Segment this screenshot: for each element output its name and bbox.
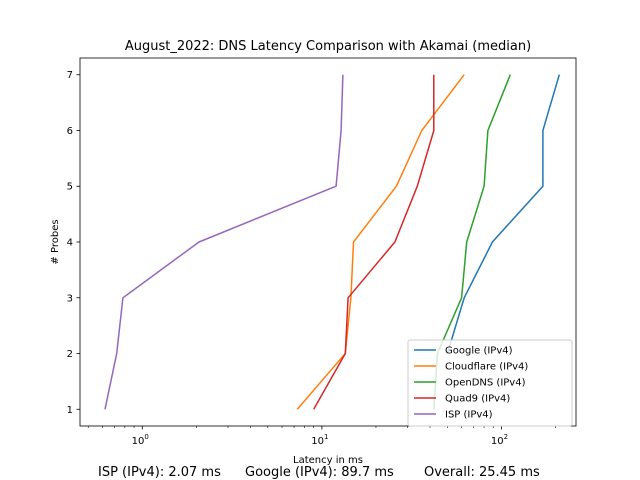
legend-label-2: OpenDNS (IPv4) <box>445 378 526 389</box>
series-line-0 <box>446 74 561 354</box>
legend-box <box>407 339 573 427</box>
legend-label-3: Quad9 (IPv4) <box>445 394 510 405</box>
plot-area: 1 2 3 4 5 6 7 100 101 102 Google (IPv4) Cloudflare … <box>67 57 577 447</box>
y-tick-label: 5 <box>67 182 73 193</box>
x-tick-label: 102 <box>491 433 508 447</box>
series-line-3 <box>313 74 435 410</box>
chart-title: August_2022: DNS Latency Comparison with… <box>125 39 531 54</box>
y-tick-label: 7 <box>67 70 73 81</box>
google-summary: Google (IPv4): 89.7 ms <box>245 465 394 480</box>
legend-label-1: Cloudflare (IPv4) <box>445 362 528 373</box>
overall-summary: Overall: 25.45 ms <box>424 465 540 480</box>
y-tick-label: 3 <box>67 293 73 304</box>
legend-label-0: Google (IPv4) <box>445 346 513 357</box>
x-axis-label: Latency in ms <box>293 455 363 466</box>
y-tick-label: 1 <box>67 405 73 416</box>
y-axis-label: # Probes <box>50 219 61 264</box>
y-tick-label: 6 <box>67 126 73 137</box>
x-tick-label: 101 <box>311 433 328 447</box>
x-tick-label: 100 <box>132 433 149 447</box>
y-tick-label: 4 <box>67 238 73 249</box>
y-tick-label: 2 <box>67 349 73 360</box>
series-line-4 <box>104 74 344 410</box>
isp-summary: ISP (IPv4): 2.07 ms <box>98 465 221 480</box>
legend-label-4: ISP (IPv4) <box>445 410 493 421</box>
